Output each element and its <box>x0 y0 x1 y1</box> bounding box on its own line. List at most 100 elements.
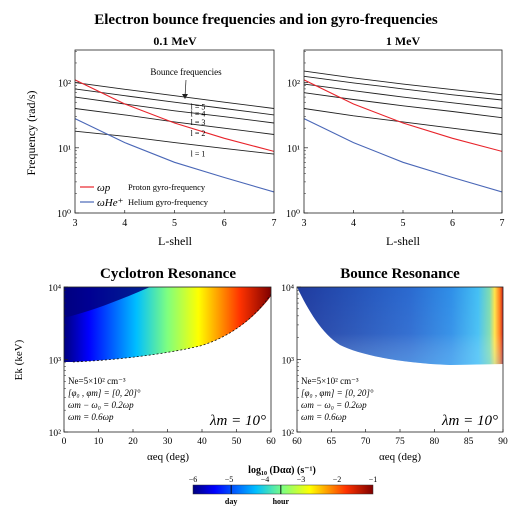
panel-title: 1 MeV <box>386 34 421 48</box>
x-axis-label: L-shell <box>158 234 193 248</box>
x-tick-label: 85 <box>464 437 474 447</box>
x-tick-label: 90 <box>498 437 508 447</box>
panel-title: Cyclotron Resonance <box>100 266 236 282</box>
series-line-helium-6 <box>75 118 274 193</box>
x-tick-label: 4 <box>122 218 127 229</box>
parameter-line: [φ₀ , φm] = [0, 20]° <box>68 388 141 398</box>
y-tick-label: 10² <box>287 79 300 90</box>
legend-label: Helium gyro-frequency <box>128 197 209 207</box>
series-line-bounce-1 <box>75 88 274 116</box>
series-line-bounce-0 <box>304 70 502 96</box>
y-tick-label: 10¹ <box>58 144 71 155</box>
x-tick-label: 65 <box>327 437 337 447</box>
parameter-line: [φ₀ , φm] = [0, 20]° <box>301 388 374 398</box>
series-line-bounce-2 <box>75 96 274 124</box>
x-tick-label: 10 <box>94 437 104 447</box>
y-tick-label: 10² <box>49 429 62 439</box>
x-tick-label: 7 <box>272 218 277 229</box>
legend-label: Proton gyro-frequency <box>128 182 206 192</box>
legend-symbol: ωp <box>97 182 111 194</box>
y-tick-label: 10⁴ <box>281 284 295 294</box>
series-line-bounce-3 <box>75 108 274 135</box>
x-tick-label: 70 <box>361 437 371 447</box>
panel-bottom-left: Cyclotron Resonance 0 10 20 30 40 50 60 10² 10³… <box>13 266 276 463</box>
colorbar-label: log₁₀ (Dαα) (s⁻¹) <box>248 465 316 476</box>
y-axis-label: Ek (keV) <box>13 339 25 380</box>
x-tick-label: 6 <box>450 218 455 229</box>
x-tick-label: 30 <box>163 437 173 447</box>
bounce-order-label: l = 5 <box>191 103 206 112</box>
lambda-label: λm = 10° <box>441 413 498 429</box>
panel-top-left: 0.1 MeV 3 4 5 6 7 10⁰ 10¹ 10² L-shell Frequenc… <box>24 34 277 248</box>
legend-symbol: ωHe⁺ <box>97 197 124 209</box>
figure-title: Electron bounce frequencies and ion gyro… <box>94 12 438 28</box>
parameter-line: Ne=5×10² cm⁻³ <box>301 376 359 386</box>
colorbar-tick-label: −4 <box>261 475 270 484</box>
parameter-line: ωm = 0.6ωp <box>68 412 114 422</box>
bounce-annotation: Bounce frequencies <box>150 67 222 77</box>
series-line-bounce-1 <box>304 75 502 101</box>
colorbar-tick-label: −2 <box>333 475 342 484</box>
x-tick-label: 5 <box>172 218 177 229</box>
x-tick-label: 4 <box>351 218 356 229</box>
x-tick-label: 5 <box>401 218 406 229</box>
plot-frame <box>303 49 503 214</box>
y-tick-label: 10² <box>282 429 295 439</box>
bounce-order-label: l = 1 <box>191 150 206 159</box>
x-tick-label: 75 <box>395 437 405 447</box>
x-tick-label: 20 <box>128 437 138 447</box>
colorbar-tick-label: −5 <box>225 475 234 484</box>
panel-bottom-right: Bounce Resonance 60 65 70 75 80 85 90 10² 10³ 10… <box>281 266 508 463</box>
bounce-order-label: l = 3 <box>191 118 206 127</box>
x-tick-label: 40 <box>197 437 207 447</box>
x-tick-label: 3 <box>73 218 78 229</box>
y-tick-label: 10¹ <box>287 144 300 155</box>
y-tick-label: 10⁰ <box>286 209 300 220</box>
parameter-list: Ne=5×10² cm⁻³ [φ₀ , φm] = [0, 20]° ωm − ω₀… <box>301 376 374 422</box>
panel-title: Bounce Resonance <box>340 266 460 282</box>
panel-title: 0.1 MeV <box>153 34 197 48</box>
x-tick-label: 60 <box>292 437 302 447</box>
x-tick-label: 7 <box>500 218 505 229</box>
x-axis-label: L-shell <box>386 234 421 248</box>
x-tick-label: 0 <box>62 437 67 447</box>
colorbar-tick-label: −1 <box>369 475 378 484</box>
series-line-bounce-4 <box>304 108 502 135</box>
colorbar-tick-label: −6 <box>189 475 198 484</box>
panel-top-right: 1 MeV 3 4 5 6 7 10⁰ 10¹ 10² L-shell <box>286 34 505 248</box>
colorbar: log₁₀ (Dαα) (s⁻¹) −6 −5 −4 −3 −2 −1 day hour <box>189 465 378 506</box>
series-line-proton-5 <box>304 79 502 152</box>
y-axis-label: Frequency (rad/s) <box>24 91 38 176</box>
x-tick-label: 3 <box>302 218 307 229</box>
series-line-bounce-0 <box>75 82 274 109</box>
x-tick-label: 80 <box>430 437 440 447</box>
colorbar-marker-label: hour <box>273 497 290 506</box>
x-axis-label: αeq (deg) <box>379 451 421 463</box>
resonance-region-tint <box>297 287 503 365</box>
resonance-edge <box>71 293 271 363</box>
bounce-order-label: l = 4 <box>191 109 206 118</box>
resonance-region <box>64 287 271 362</box>
series-line-helium-6 <box>304 118 502 193</box>
series-line-bounce-2 <box>304 83 502 109</box>
x-axis-label: αeq (deg) <box>147 451 189 463</box>
y-tick-label: 10³ <box>49 357 62 367</box>
series-line-bounce-3 <box>304 92 502 119</box>
resonance-region-shade <box>64 287 150 318</box>
y-tick-label: 10³ <box>282 357 295 367</box>
parameter-line: ωm − ω₀ = 0.2ωp <box>301 400 367 410</box>
colorbar-tick-label: −3 <box>297 475 306 484</box>
y-tick-label: 10⁰ <box>57 209 71 220</box>
y-tick-label: 10² <box>58 79 71 90</box>
parameter-line: ωm = 0.6ωp <box>301 412 347 422</box>
x-tick-label: 50 <box>232 437 242 447</box>
lambda-label: λm = 10° <box>209 413 266 429</box>
colorbar-gradient <box>192 484 374 495</box>
y-tick-label: 10⁴ <box>48 284 62 294</box>
colorbar-marker-label: day <box>225 497 237 506</box>
bounce-order-label: l = 2 <box>191 129 206 138</box>
series-line-bounce-4 <box>75 130 274 155</box>
parameter-line: ωm − ω₀ = 0.2ωp <box>68 400 134 410</box>
annotation-arrowhead <box>182 94 188 99</box>
